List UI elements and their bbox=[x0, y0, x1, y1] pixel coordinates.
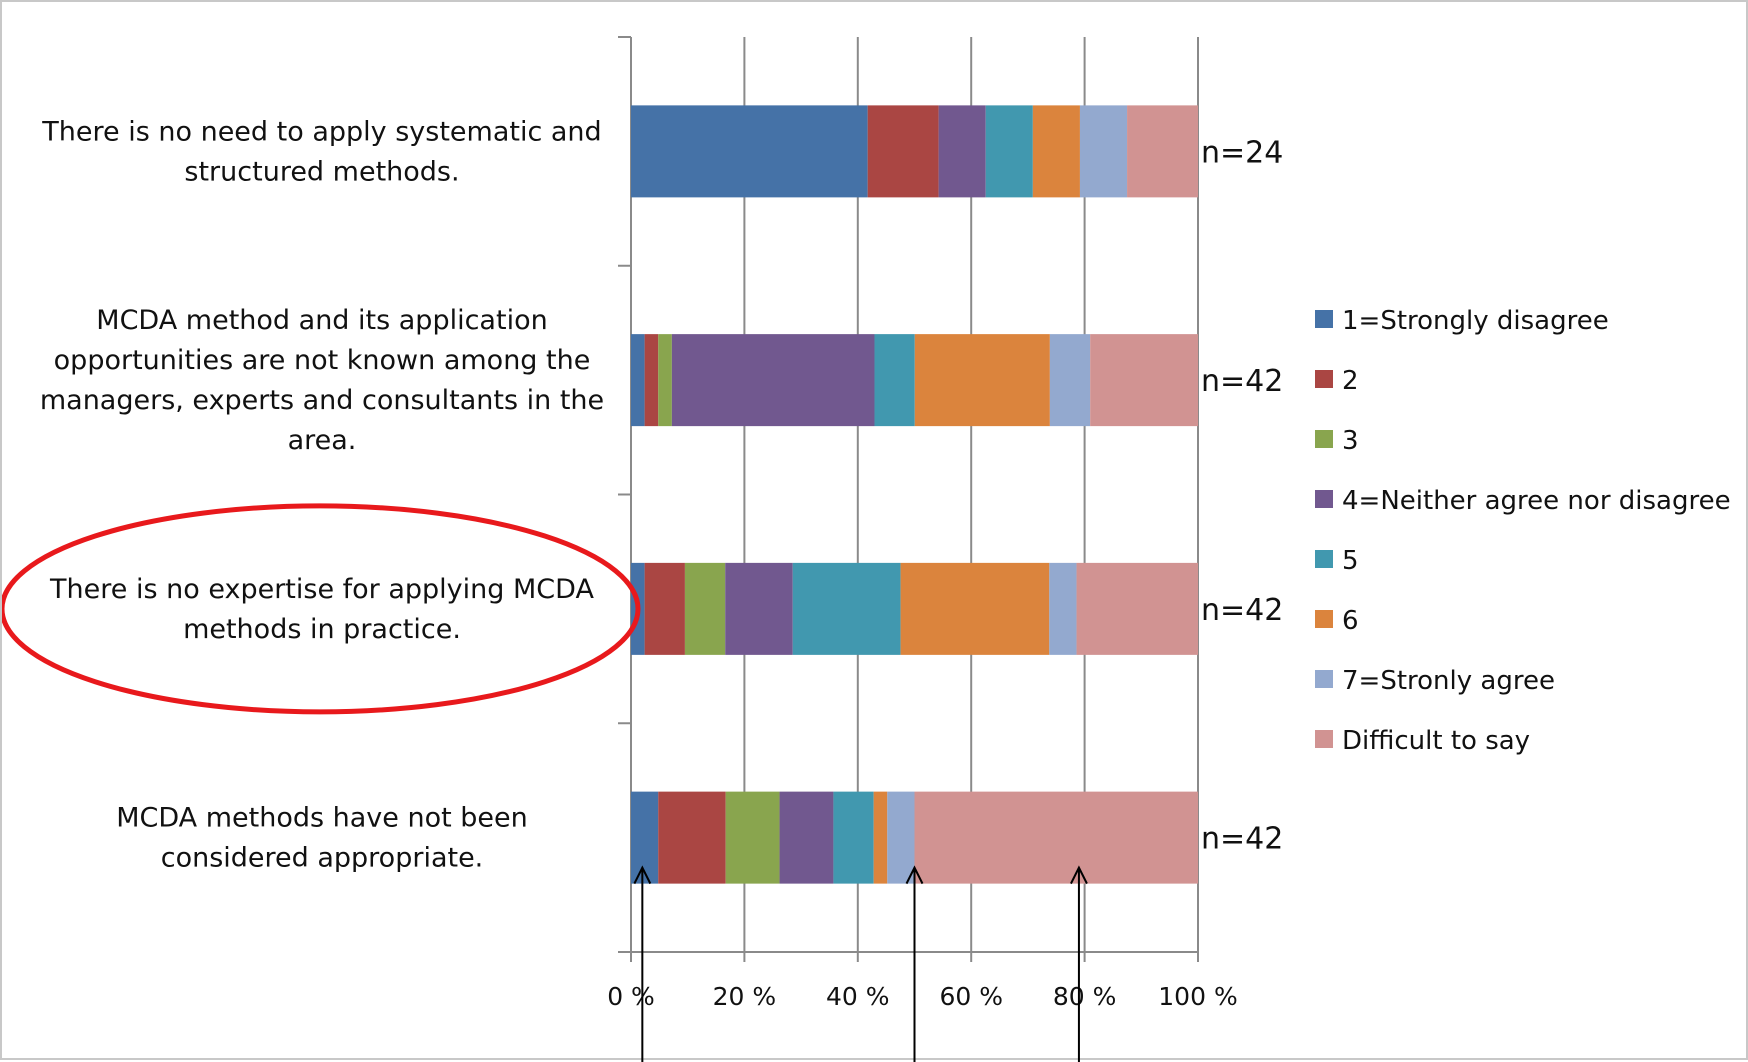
bar-segment bbox=[867, 105, 939, 198]
category-label: area. bbox=[288, 425, 357, 456]
legend-label: 6 bbox=[1342, 606, 1359, 636]
n-label: n=42 bbox=[1201, 822, 1283, 857]
bar-segment bbox=[874, 334, 915, 427]
legend-label: 7=Stronly agree bbox=[1342, 666, 1555, 696]
highlight-ellipse bbox=[2, 503, 641, 715]
arrow-head bbox=[633, 865, 652, 885]
bar-segment bbox=[1032, 105, 1080, 198]
x-tick-label: 60 % bbox=[939, 982, 1003, 1011]
x-tick-label: 20 % bbox=[713, 982, 777, 1011]
legend-swatch bbox=[1315, 370, 1333, 388]
bar-segment bbox=[631, 334, 645, 427]
legend-swatch bbox=[1315, 310, 1333, 328]
legend-swatch bbox=[1315, 490, 1333, 508]
legend-label: 3 bbox=[1342, 426, 1359, 456]
bar-segment bbox=[833, 791, 874, 884]
category-label: considered appropriate. bbox=[161, 843, 484, 874]
category-label: opportunities are not known among the bbox=[54, 345, 591, 376]
bar-segment bbox=[1049, 562, 1077, 655]
category-label: methods in practice. bbox=[183, 614, 461, 645]
bar-segment bbox=[725, 562, 793, 655]
bar-segment bbox=[1079, 105, 1128, 198]
category-label: structured methods. bbox=[184, 156, 459, 187]
bar-segment bbox=[792, 562, 901, 655]
bar-segment bbox=[631, 105, 868, 198]
category-label: managers, experts and consultants in the bbox=[40, 385, 604, 416]
n-label: n=24 bbox=[1201, 135, 1283, 170]
category-label: MCDA methods have not been bbox=[116, 803, 528, 834]
x-tick-label: 100 % bbox=[1158, 982, 1237, 1011]
bar-segment bbox=[914, 334, 1050, 427]
n-label: n=42 bbox=[1201, 364, 1283, 399]
legend-swatch bbox=[1315, 610, 1333, 628]
x-tick-labels: 0 % 20 % 40 % 60 % 80 % 100 % bbox=[607, 982, 1238, 1011]
legend: 1=Strongly disagree 2 3 4=Neither agree nor… bbox=[1315, 306, 1731, 756]
bar-segment bbox=[873, 791, 888, 884]
legend-swatch bbox=[1315, 730, 1333, 748]
bar-segment bbox=[1076, 562, 1198, 655]
x-tick-label: 40 % bbox=[826, 982, 890, 1011]
legend-swatch bbox=[1315, 670, 1333, 688]
bar-segment bbox=[914, 791, 1198, 884]
bar-segment bbox=[900, 562, 1050, 655]
arrow-head bbox=[1070, 865, 1088, 885]
bar-segment bbox=[938, 105, 986, 198]
bar-segment bbox=[1090, 334, 1198, 427]
legend-label: 4=Neither agree nor disagree bbox=[1342, 486, 1731, 516]
category-labels: There is no need to apply systematic and… bbox=[40, 116, 604, 873]
bar-segment bbox=[658, 791, 726, 884]
legend-swatch bbox=[1315, 550, 1333, 568]
legend-swatch bbox=[1315, 430, 1333, 448]
category-label: There is no need to apply systematic and bbox=[41, 116, 601, 147]
bar-segment bbox=[887, 791, 915, 884]
legend-label: Difficult to say bbox=[1342, 726, 1530, 756]
x-tick-label: 0 % bbox=[607, 982, 655, 1011]
bar-segment bbox=[658, 334, 672, 427]
bar-segment bbox=[779, 791, 834, 884]
bar-segment bbox=[671, 334, 875, 427]
x-tick-label: 80 % bbox=[1053, 982, 1117, 1011]
bar-segment bbox=[644, 562, 685, 655]
n-labels: n=24 n=42 n=42 n=42 bbox=[1201, 135, 1283, 856]
bar-segment bbox=[631, 791, 659, 884]
bar-segment bbox=[644, 334, 659, 427]
legend-label: 1=Strongly disagree bbox=[1342, 306, 1609, 336]
legend-label: 2 bbox=[1342, 366, 1359, 396]
n-label: n=42 bbox=[1201, 593, 1283, 628]
category-label: MCDA method and its application bbox=[96, 305, 547, 336]
annotations bbox=[2, 503, 1088, 1062]
bar-segment bbox=[684, 562, 726, 655]
legend-label: 5 bbox=[1342, 546, 1359, 576]
bar-segment bbox=[1049, 334, 1091, 427]
bar-segment bbox=[1127, 105, 1198, 198]
bars bbox=[631, 105, 1198, 884]
category-label: There is no expertise for applying MCDA bbox=[49, 574, 594, 605]
bar-segment bbox=[985, 105, 1033, 198]
bar-segment bbox=[725, 791, 780, 884]
arrow-head bbox=[905, 865, 924, 885]
